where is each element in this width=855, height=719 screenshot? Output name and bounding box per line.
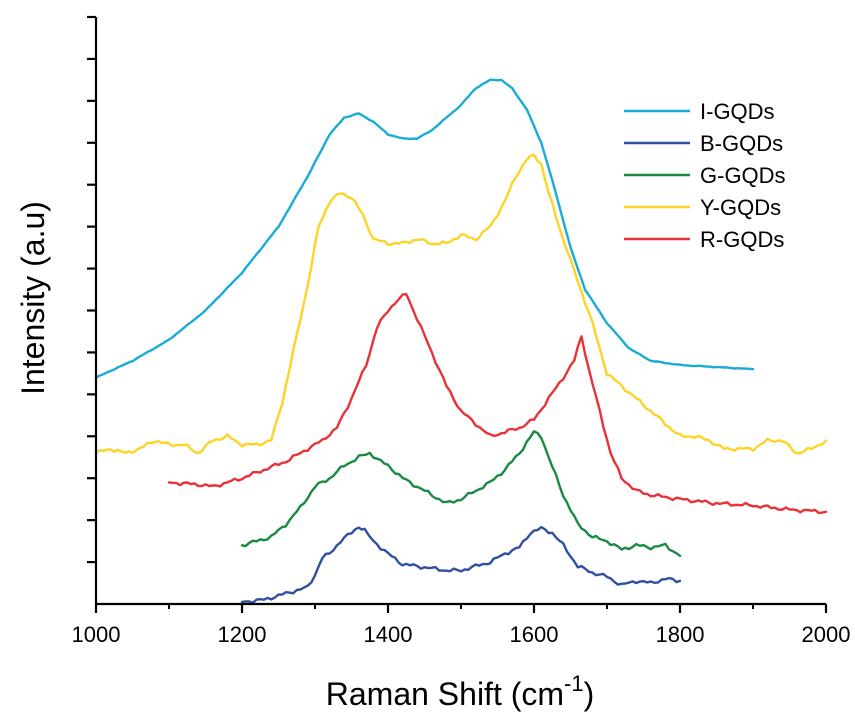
x-tick-label: 1200 (218, 622, 267, 647)
legend: I-GQDs B-GQDs G-GQDs Y-GQDs R-GQDs (624, 99, 786, 252)
x-tick-label: 1600 (510, 622, 559, 647)
plot-lines (94, 78, 828, 604)
legend-label-b-gqds: B-GQDs (700, 131, 783, 156)
series-line-r-gqds (167, 293, 828, 515)
series-line-b-gqds (240, 525, 682, 604)
x-tick-label: 2000 (802, 622, 851, 647)
series-line-i-gqds (94, 78, 755, 379)
series-line-y-gqds (94, 153, 828, 455)
x-axis-title: Raman Shift (cm-1) (326, 671, 595, 712)
y-axis-title: Intensity (a.u) (15, 201, 51, 395)
series-line-g-gqds (240, 430, 682, 557)
x-axis-title-superscript: -1 (564, 671, 584, 696)
legend-label-y-gqds: Y-GQDs (700, 195, 781, 220)
x-tick-label: 1800 (656, 622, 705, 647)
legend-label-r-gqds: R-GQDs (700, 227, 784, 252)
legend-label-g-gqds: G-GQDs (700, 163, 786, 188)
x-axis-title-suffix: ) (584, 676, 595, 712)
legend-label-i-gqds: I-GQDs (700, 99, 775, 124)
x-tick-label: 1400 (364, 622, 413, 647)
x-tick-label: 1000 (72, 622, 121, 647)
axes: 1000 1200 1400 1600 1800 2000 (72, 15, 851, 647)
